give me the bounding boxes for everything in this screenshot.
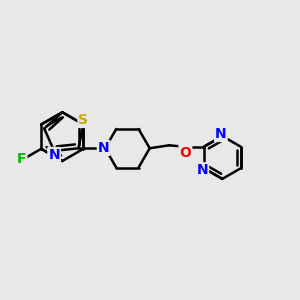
Text: N: N xyxy=(48,148,60,162)
Text: F: F xyxy=(17,152,26,166)
Text: N: N xyxy=(196,163,208,177)
Text: S: S xyxy=(78,113,88,127)
Text: N: N xyxy=(98,141,109,155)
Text: N: N xyxy=(215,127,226,141)
Text: O: O xyxy=(179,146,191,160)
